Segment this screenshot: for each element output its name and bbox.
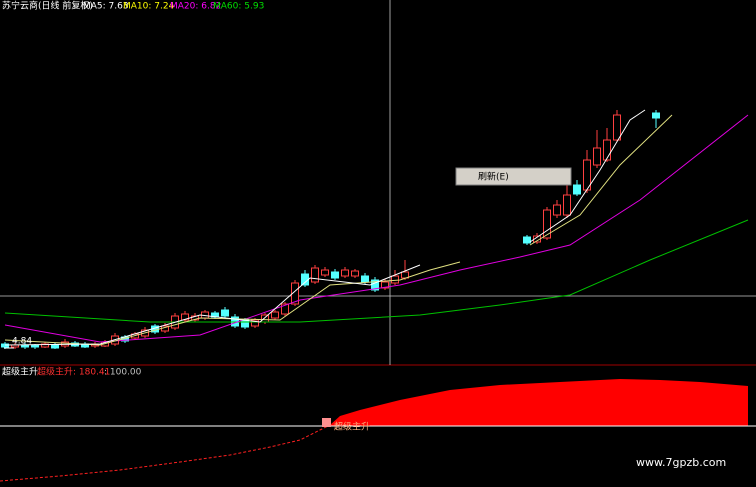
menu-item[interactable]: 刷新(E): [478, 171, 509, 183]
ma-label: MA60: 5.93: [213, 2, 264, 12]
low-marker: 4.84: [12, 337, 32, 347]
candle-body: [181, 313, 189, 321]
candle-body: [361, 275, 369, 283]
indicator-name: 超级主升: [2, 366, 38, 378]
moving-averages: [4, 109, 749, 346]
ma-line: [529, 109, 646, 243]
candle-body: [311, 267, 319, 283]
candle-body: [331, 271, 339, 279]
ma-label: MA10: 7.24: [123, 2, 175, 12]
signal-annotation: 超级主升: [334, 421, 370, 433]
candle-body: [371, 279, 379, 291]
candle-body: [281, 303, 289, 315]
candle-body: [391, 275, 399, 284]
ma-label: MA20: 6.82: [170, 2, 221, 12]
readout: : 100.00: [104, 368, 142, 378]
candle-body: [271, 311, 279, 319]
context-menu: [455, 167, 572, 186]
candle-body: [543, 209, 551, 239]
ma-line: [4, 261, 461, 346]
candle-body: [593, 147, 601, 166]
readout: 超级主升: 180.41: [37, 366, 110, 378]
candle-body: [301, 273, 309, 286]
candle-body: [291, 282, 299, 305]
candle-body: [603, 139, 611, 161]
title: 苏宁云商(日线 前复权): [2, 0, 93, 12]
watermark: www.7gpzb.com: [636, 456, 726, 469]
signal-area: [330, 379, 748, 426]
candle-body: [41, 343, 49, 348]
candles: [1, 110, 660, 349]
candle-body: [251, 319, 259, 327]
candle-body: [241, 319, 249, 328]
ma-line: [4, 264, 421, 346]
candle-body: [381, 281, 389, 289]
candle-body: [613, 114, 621, 141]
candle-body: [573, 184, 581, 195]
ma-label: MA5: 7.63: [83, 2, 129, 12]
candle-body: [31, 344, 39, 348]
candle-body: [321, 269, 329, 276]
candle-body: [523, 236, 531, 244]
candle-body: [51, 344, 59, 349]
candle-body: [652, 112, 660, 119]
signal-marker: [322, 418, 331, 427]
candle-body: [341, 269, 349, 277]
candle-body: [351, 270, 359, 277]
ma-line: [4, 114, 749, 343]
ma-line: [529, 114, 673, 246]
candle-body: [553, 204, 561, 216]
candle-body: [563, 194, 571, 216]
candle-body: [221, 309, 229, 317]
candle-body: [1, 343, 9, 348]
signal-trend: [0, 424, 331, 482]
